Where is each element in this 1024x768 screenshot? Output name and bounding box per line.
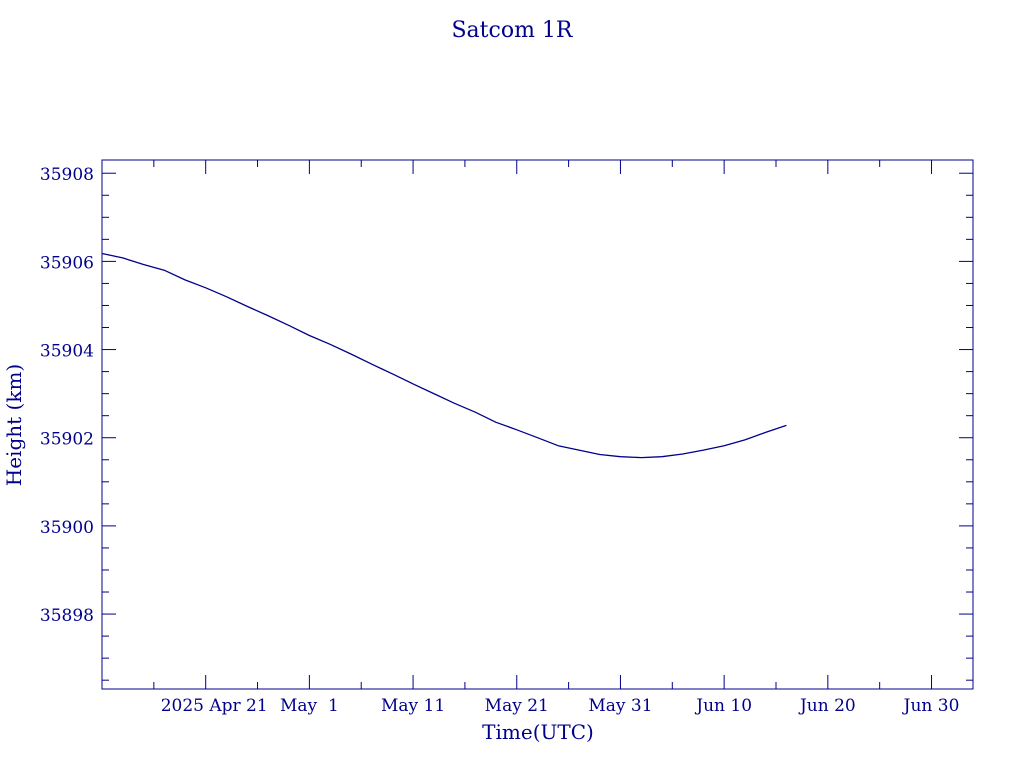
series-group [101, 252, 787, 459]
x-tick-label: Jun 20 [798, 696, 856, 716]
y-tick-label: 35898 [40, 606, 94, 626]
x-axis-tick-labels: 2025 Apr 21 May 1 May 11 May 21 May 31 Jun 10… [161, 696, 960, 716]
x-tick-label: May 11 [381, 696, 445, 716]
y-tick-label: 35908 [40, 165, 94, 185]
x-tick-label: May 31 [588, 696, 652, 716]
y-tick-label: 35902 [40, 430, 94, 450]
y-tick-label: 35900 [40, 518, 94, 538]
x-axis-ticks [153, 160, 933, 689]
y-axis-ticks [102, 172, 973, 681]
x-axis-label: Time(UTC) [482, 720, 594, 744]
x-tick-label: Jun 10 [694, 696, 752, 716]
y-tick-label: 35906 [40, 253, 94, 273]
y-axis-label: Height (km) [2, 364, 26, 486]
x-tick-label: May 21 [485, 696, 549, 716]
x-tick-label: May 1 [280, 696, 339, 716]
y-tick-label: 35904 [40, 342, 94, 362]
x-tick-label: 2025 Apr 21 [161, 696, 268, 716]
plot-area-frame [101, 159, 974, 690]
height-series-line [101, 252, 787, 459]
x-tick-label: Jun 30 [902, 696, 960, 716]
chart-title: Satcom 1R [451, 18, 573, 43]
y-axis-tick-labels: 35898 35900 35902 35904 35906 35908 [40, 165, 94, 626]
